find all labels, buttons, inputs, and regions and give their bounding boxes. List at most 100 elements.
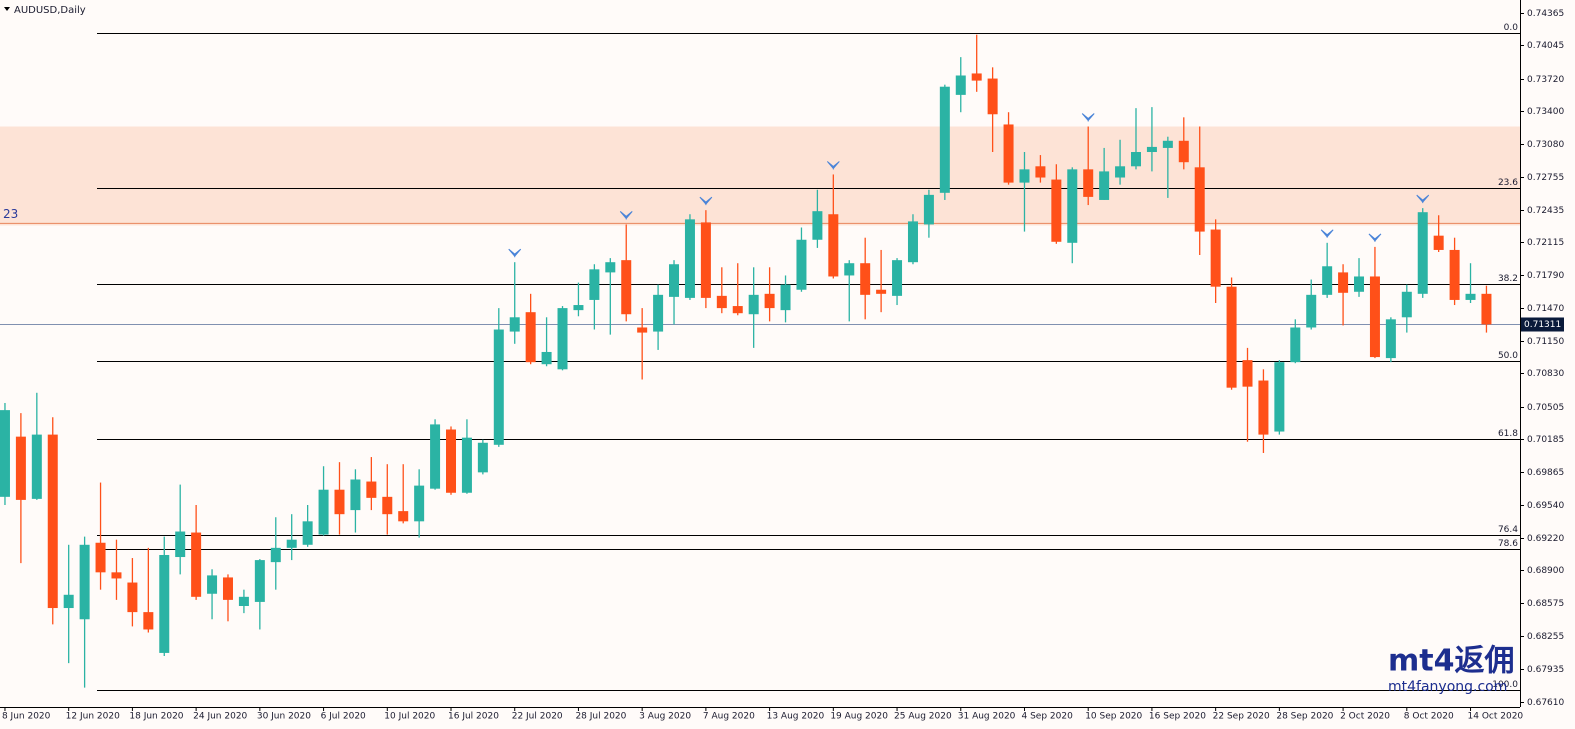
x-tick-label: 19 Aug 2020 (830, 712, 888, 722)
candle-body (764, 293, 775, 309)
candle-body (366, 481, 377, 498)
x-tick-label: 8 Oct 2020 (1404, 712, 1454, 722)
x-tick-label: 31 Aug 2020 (958, 712, 1016, 722)
y-tick-label: 0.71790 (1527, 271, 1564, 281)
candle-body (1051, 179, 1062, 242)
y-tick-label: 0.72435 (1527, 206, 1564, 216)
candle-body (541, 351, 552, 365)
candle-body (971, 73, 982, 81)
candle-body (270, 547, 281, 563)
candle-body (1417, 212, 1428, 294)
chart-title: AUDUSD,Daily (14, 5, 86, 16)
y-tick-label: 0.70830 (1527, 369, 1564, 379)
y-tick-label: 0.68900 (1527, 566, 1564, 576)
candle-body (95, 542, 106, 573)
y-tick-label: 0.67610 (1527, 698, 1564, 708)
x-tick-label: 24 Jun 2020 (193, 712, 247, 722)
candle-body (207, 575, 218, 594)
candle-body (318, 489, 329, 535)
candle-body (653, 294, 664, 332)
y-tick-label: 0.69220 (1527, 534, 1564, 544)
fractal-arrow (619, 211, 633, 220)
fractal-arrow (826, 161, 840, 170)
candle-body (222, 577, 233, 600)
candle-body (860, 263, 871, 295)
x-tick-label: 7 Aug 2020 (703, 712, 755, 722)
candle-body (254, 560, 265, 602)
x-tick-label: 12 Jun 2020 (66, 712, 120, 722)
candle-body (1258, 380, 1269, 435)
y-tick-label: 0.70185 (1527, 435, 1564, 445)
fibo-label: 61.8 (1498, 429, 1518, 439)
candle-body (461, 437, 472, 493)
candle-body (1290, 327, 1301, 363)
candle-body (334, 489, 345, 515)
candle-body (1099, 171, 1110, 200)
y-tick-label: 0.69540 (1527, 501, 1564, 511)
candle-body (748, 294, 759, 315)
watermark-url: mt4fanyong.com (1388, 679, 1507, 695)
candle-body (892, 260, 903, 296)
candle-body (812, 211, 823, 240)
candle-body (716, 295, 727, 309)
candle-body (1242, 360, 1253, 387)
candle-body (1146, 146, 1157, 153)
candle-body (398, 511, 409, 522)
candle-body (1083, 169, 1094, 197)
candle-body (1322, 266, 1333, 295)
candle-body (1003, 124, 1014, 183)
level-label: 23 (3, 207, 18, 221)
candle-body (780, 284, 791, 311)
candle-body (1465, 293, 1476, 300)
candle-body (302, 521, 313, 545)
fibo-label: 100.0 (1492, 680, 1518, 690)
fractal-arrow (1081, 113, 1095, 122)
candle-body (477, 442, 488, 473)
candle-body (876, 289, 887, 294)
x-tick-label: 16 Jul 2020 (448, 712, 499, 722)
y-tick-label: 0.73720 (1527, 75, 1564, 85)
candle-body (1067, 169, 1078, 243)
x-tick-label: 10 Jul 2020 (384, 712, 435, 722)
x-tick-label: 3 Aug 2020 (639, 712, 691, 722)
candle-body (923, 194, 934, 225)
y-tick-label: 0.69865 (1527, 468, 1564, 478)
candle-body (637, 327, 648, 333)
fractal-arrow (1320, 229, 1334, 238)
candle-body (669, 264, 680, 297)
x-tick-label: 28 Sep 2020 (1276, 712, 1333, 722)
zone (0, 126, 1520, 226)
candle-body (939, 86, 950, 193)
candle-body (1019, 169, 1030, 183)
candle-body (1162, 140, 1173, 148)
x-tick-label: 14 Oct 2020 (1468, 712, 1524, 722)
candle-body (1433, 235, 1444, 250)
candle-body (143, 612, 154, 630)
candle-body (127, 582, 138, 613)
candle-body (1210, 229, 1221, 287)
candle-body (557, 308, 568, 370)
fibo-label: 38.2 (1498, 274, 1518, 284)
candle-body (79, 544, 90, 620)
y-tick-label: 0.71470 (1527, 304, 1564, 314)
x-tick-label: 18 Jun 2020 (129, 712, 183, 722)
fibo-label: 50.0 (1498, 351, 1518, 361)
candle-body (63, 594, 74, 609)
watermark-logo: mt4返佣 (1388, 644, 1514, 679)
candle-body (573, 305, 584, 311)
x-tick-label: 4 Sep 2020 (1021, 712, 1073, 722)
fibo-label: 0.0 (1504, 23, 1519, 33)
y-tick-label: 0.68255 (1527, 632, 1564, 642)
candle-body (47, 434, 58, 609)
fractal-arrow (1416, 194, 1430, 204)
candle-body (111, 572, 122, 579)
candle-body (1274, 362, 1285, 432)
candle-body (159, 554, 170, 653)
y-tick-label: 0.74365 (1527, 9, 1564, 19)
candle-body (1130, 152, 1141, 167)
candle-body (732, 306, 743, 314)
candle-body (987, 78, 998, 115)
candle-body (446, 429, 457, 493)
price-label: 0.71311 (1524, 320, 1561, 330)
